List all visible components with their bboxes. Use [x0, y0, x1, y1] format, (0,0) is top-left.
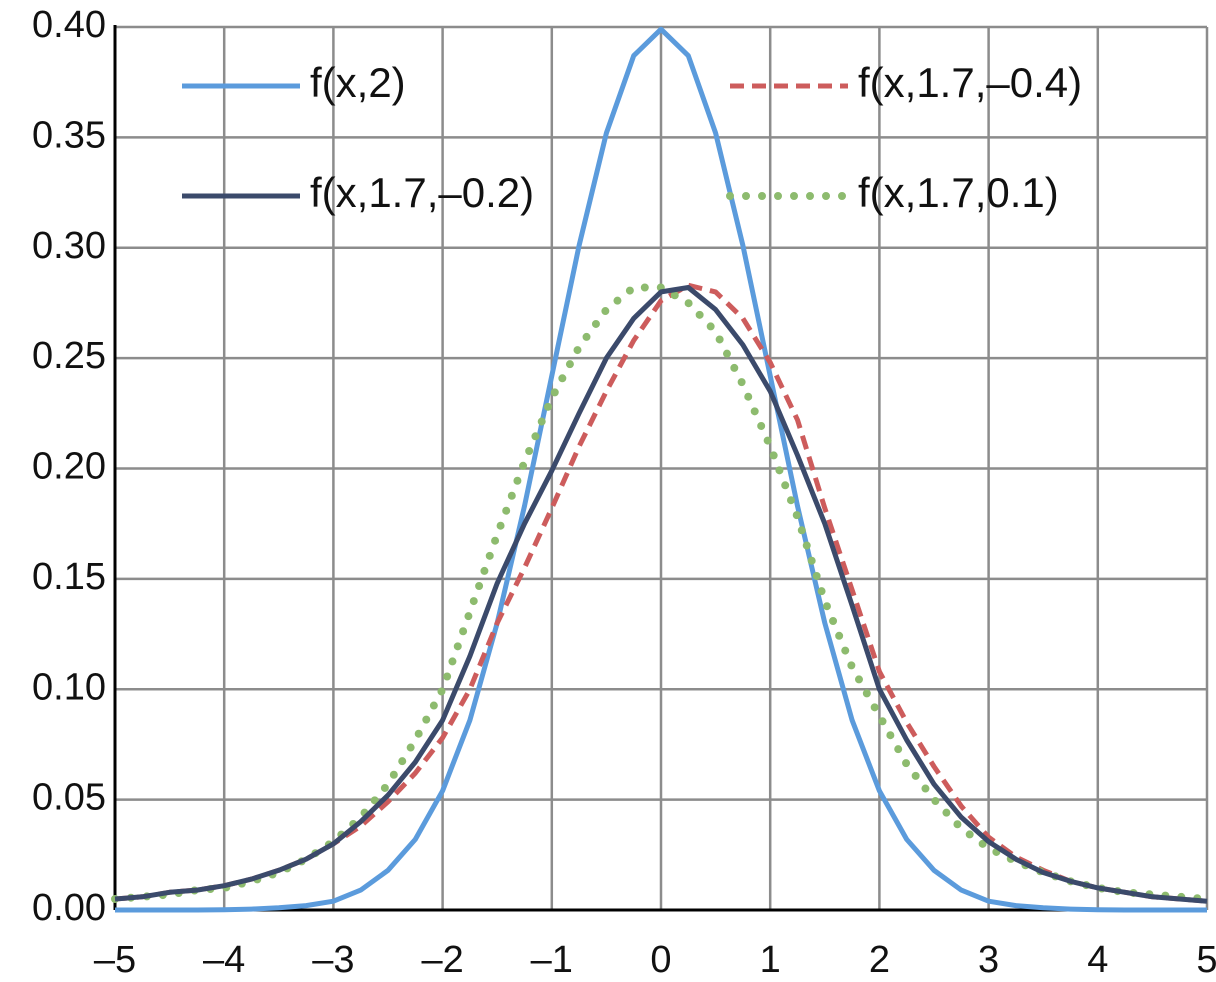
y-tick-label: 0.35	[32, 114, 106, 156]
x-tick-label: –4	[203, 939, 245, 981]
y-tick-label: 0.30	[32, 225, 106, 267]
y-tick-label: 0.40	[32, 4, 106, 46]
y-tick-label: 0.15	[32, 556, 106, 598]
y-tick-label: 0.00	[32, 887, 106, 929]
legend-label: f(x,1.7,–0.4)	[858, 59, 1082, 106]
y-tick-label: 0.25	[32, 335, 106, 377]
x-tick-label: 2	[869, 939, 890, 981]
x-tick-label: 4	[1087, 939, 1108, 981]
series-line	[115, 26, 1207, 913]
y-tick-label: 0.05	[32, 777, 106, 819]
y-tick-label: 0.10	[32, 666, 106, 708]
x-tick-label: –1	[531, 939, 573, 981]
x-tick-label: –2	[421, 939, 463, 981]
x-tick-label: 5	[1196, 939, 1216, 981]
x-tick-label: –3	[312, 939, 354, 981]
legend-label: f(x,2)	[310, 59, 406, 106]
y-tick-label: 0.20	[32, 446, 106, 488]
legend-label: f(x,1.7,–0.2)	[310, 169, 534, 216]
x-tick-label: 1	[760, 939, 781, 981]
x-tick-label: 3	[978, 939, 999, 981]
series-line	[114, 285, 1208, 904]
x-tick-label: –5	[94, 939, 136, 981]
x-tick-label: 0	[650, 939, 671, 981]
legend-label: f(x,1.7,0.1)	[858, 169, 1059, 216]
